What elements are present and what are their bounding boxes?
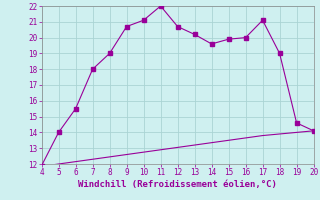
X-axis label: Windchill (Refroidissement éolien,°C): Windchill (Refroidissement éolien,°C) <box>78 180 277 189</box>
